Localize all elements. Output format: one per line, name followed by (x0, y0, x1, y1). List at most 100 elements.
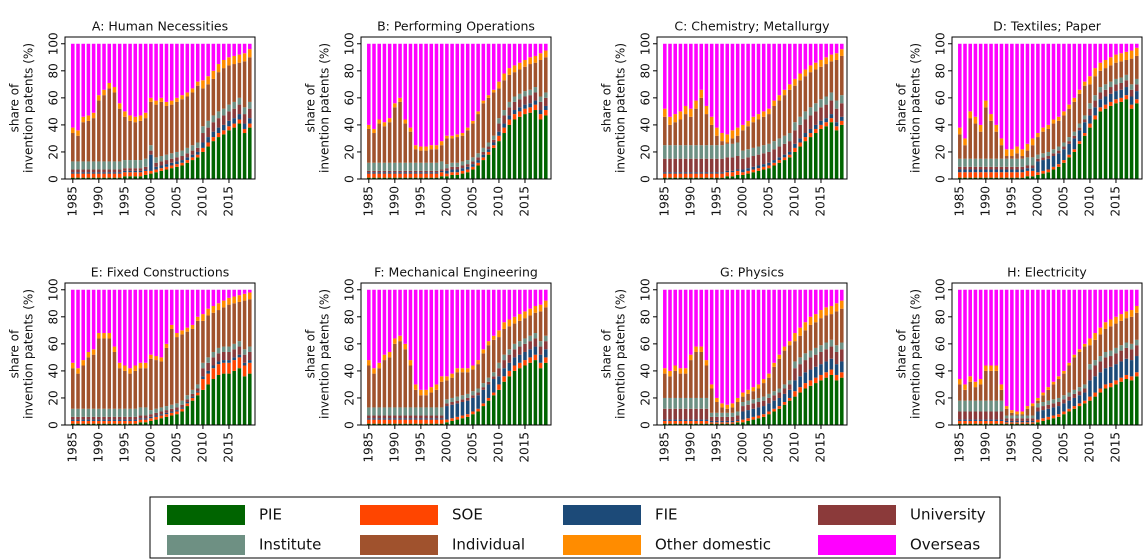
bar-segment (237, 357, 242, 369)
bar-segment (154, 104, 158, 158)
bar-segment (777, 138, 782, 147)
x-tick-label: 2005 (761, 186, 775, 217)
bar-segment (1041, 406, 1045, 411)
bar-segment (782, 404, 787, 425)
bar-segment (668, 124, 672, 146)
bar-segment (1077, 351, 1082, 388)
bar-segment (190, 92, 195, 146)
bar-segment (1020, 415, 1025, 419)
bar-segment (216, 353, 221, 362)
bar-segment (1124, 74, 1129, 81)
bar-segment (465, 400, 470, 415)
legend-label: FIE (655, 506, 678, 524)
bar-segment (958, 420, 962, 424)
bar-segment (180, 400, 184, 405)
bar-segment (1124, 347, 1129, 359)
bar-segment (772, 411, 776, 425)
bar-segment (1025, 408, 1030, 416)
bar-segment (829, 100, 834, 115)
bar-segment (434, 145, 439, 150)
bar-segment (533, 346, 538, 355)
bar-segment (117, 177, 122, 179)
bar-segment (767, 114, 771, 144)
bar-segment (512, 323, 517, 344)
bar-segment (86, 169, 91, 173)
bar-segment (751, 387, 756, 392)
bar-segment (1036, 43, 1040, 134)
bar-segment (1004, 420, 1009, 423)
bar-segment (76, 419, 80, 421)
bar-segment (164, 164, 169, 167)
bar-segment (1067, 141, 1071, 144)
bar-segment (227, 130, 231, 179)
bar-segment (206, 137, 210, 143)
bar-segment (840, 361, 844, 373)
bar-segment (201, 126, 205, 134)
bar-segment (185, 160, 190, 163)
bar-segment (746, 404, 750, 411)
bar-segment (725, 157, 730, 171)
bar-segment (730, 420, 735, 423)
bar-segment (725, 420, 730, 423)
bar-segment (704, 397, 709, 409)
bar-segment (206, 308, 210, 316)
bar-segment (201, 147, 205, 152)
bar-segment (528, 362, 532, 425)
bar-segment (694, 397, 698, 409)
bar-segment (76, 43, 80, 131)
bar-segment (829, 118, 834, 123)
bar-segment (683, 114, 688, 146)
bar-segment (497, 141, 501, 179)
bar-segment (1030, 422, 1035, 424)
bar-segment (143, 419, 148, 423)
bar-segment (840, 95, 844, 104)
bar-segment (128, 160, 132, 169)
bar-segment (840, 120, 844, 125)
y-tick-label: 20 (47, 390, 61, 405)
bar-segment (1072, 408, 1077, 425)
bar-segment (450, 43, 454, 136)
bar-segment (683, 368, 688, 374)
bar-segment (999, 384, 1004, 390)
bar-segment (86, 172, 91, 174)
bar-segment (471, 166, 475, 170)
bar-segment (123, 289, 127, 366)
bar-segment (393, 107, 397, 163)
bar-segment (999, 289, 1004, 385)
bar-segment (741, 172, 745, 175)
bar-segment (523, 318, 527, 339)
bar-segment (1082, 289, 1087, 344)
bar-segment (221, 360, 226, 363)
bar-segment (1046, 124, 1051, 129)
bar-segment (91, 408, 96, 417)
bar-segment (123, 116, 127, 161)
x-tick-label: 2015 (813, 432, 827, 463)
bar-segment (1124, 59, 1129, 75)
x-tick-label: 2010 (491, 186, 505, 217)
bar-segment (242, 123, 247, 129)
bar-segment (424, 150, 428, 163)
bar-segment (507, 362, 512, 371)
bar-segment (709, 145, 714, 159)
bar-segment (128, 120, 132, 161)
bar-segment (237, 368, 242, 425)
bar-segment (735, 397, 740, 403)
bar-segment (834, 53, 839, 60)
bar-segment (97, 289, 101, 334)
bar-segment (699, 420, 704, 424)
bar-segment (133, 419, 138, 421)
bar-segment (1010, 412, 1014, 416)
bar-segment (481, 353, 486, 384)
bar-segment (408, 423, 413, 425)
bar-segment (1124, 318, 1129, 343)
y-tick-label: 80 (639, 63, 653, 78)
bar-segment (507, 354, 512, 363)
bar-segment (668, 43, 672, 117)
bar-segment (512, 365, 517, 371)
bar-segment (1108, 366, 1113, 384)
bar-segment (1088, 108, 1092, 116)
bar-segment (834, 108, 839, 123)
bar-segment (471, 169, 475, 179)
bar-segment (709, 423, 714, 425)
bar-segment (227, 120, 231, 127)
